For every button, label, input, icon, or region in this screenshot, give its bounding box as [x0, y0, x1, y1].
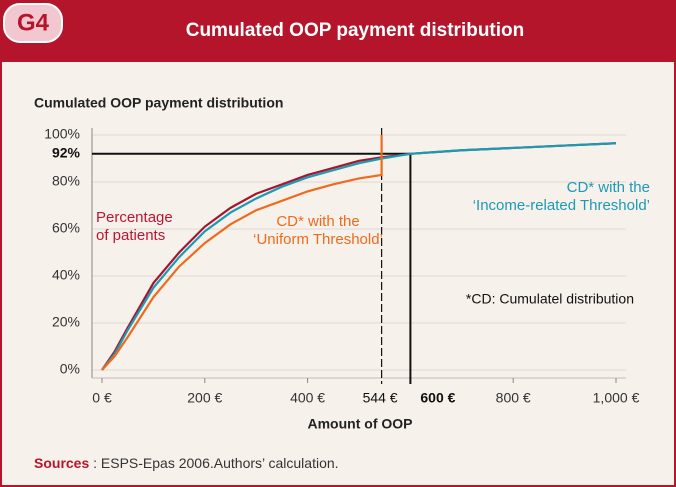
badge — [3, 3, 63, 43]
source-label: Sources — [34, 455, 89, 471]
y-axis-label: Percentage of patients — [96, 209, 173, 244]
y-tick-label: 0% — [60, 361, 80, 377]
y-tick-label: 40% — [52, 267, 80, 283]
series-line — [101, 135, 383, 371]
y-marker-label: 92% — [52, 145, 81, 161]
y-tick-label: 100% — [44, 126, 80, 142]
annotation: *CD: Cumulatel distribution — [466, 291, 634, 307]
x-tick-label: 1,000 € — [593, 390, 640, 406]
x-tick-label: 800 € — [496, 390, 531, 406]
x-marker-label: 600 € — [420, 390, 455, 406]
header-bar — [0, 0, 676, 62]
x-marker-label: 544 € — [363, 390, 398, 406]
source-text: : ESPS-Epas 2006.Authors’ calculation. — [89, 455, 338, 471]
series-line — [101, 142, 617, 371]
x-tick-label: 400 € — [290, 390, 325, 406]
badge-text: G4 — [17, 9, 50, 36]
y-tick-label: 80% — [52, 173, 80, 189]
y-tick-label: 60% — [52, 220, 80, 236]
series-label: CD* with the ‘Income-related Threshold’ — [473, 179, 650, 214]
x-tick-label: 0 € — [92, 390, 112, 406]
x-tick-label: 200 € — [187, 390, 222, 406]
header-title: Cumulated OOP payment distribution — [186, 20, 525, 41]
chart-title: Cumulated OOP payment distribution — [34, 95, 283, 111]
x-axis-label: Amount of OOP — [308, 416, 413, 432]
source: Sources : ESPS-Epas 2006.Authors’ calcul… — [34, 455, 339, 471]
y-tick-label: 20% — [52, 314, 80, 330]
series-label: CD* with the ‘Uniform Threshold’ — [253, 213, 383, 248]
